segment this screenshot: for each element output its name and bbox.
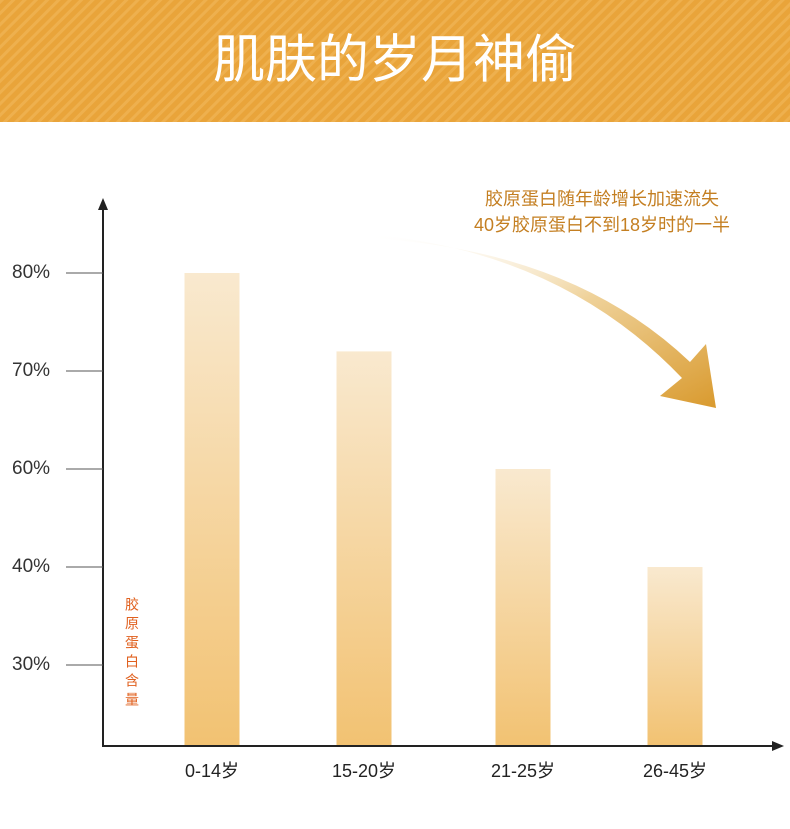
x-tick-label: 21-25岁 <box>491 761 555 781</box>
y-axis-label: 白 <box>125 654 139 670</box>
y-tick-label: 40% <box>12 556 50 577</box>
y-axis-label: 含 <box>125 673 139 689</box>
y-axis-label: 原 <box>125 616 139 632</box>
y-tick-label: 80% <box>12 262 50 283</box>
bar <box>184 273 240 745</box>
y-tick-label: 70% <box>12 360 50 381</box>
y-axis-label: 蛋 <box>125 635 139 651</box>
y-axis-arrow <box>98 198 108 210</box>
annotation: 胶原蛋白随年龄增长加速流失 <box>485 189 719 209</box>
y-axis-label: 胶 <box>125 597 139 613</box>
y-axis-label: 量 <box>125 692 139 708</box>
y-tick-label: 60% <box>12 458 50 479</box>
y-tick-label: 30% <box>12 654 50 675</box>
bar <box>647 567 703 745</box>
header-band <box>0 0 790 122</box>
x-axis-arrow <box>772 741 784 751</box>
bar <box>336 351 392 745</box>
x-tick-label: 26-45岁 <box>643 761 707 781</box>
x-tick-label: 15-20岁 <box>332 761 396 781</box>
annotation: 40岁胶原蛋白不到18岁时的一半 <box>474 215 730 235</box>
trend-arrow <box>365 234 716 408</box>
bar <box>495 469 551 745</box>
x-tick-label: 0-14岁 <box>185 761 239 781</box>
chart-title: 肌肤的岁月神偷 <box>213 32 577 90</box>
